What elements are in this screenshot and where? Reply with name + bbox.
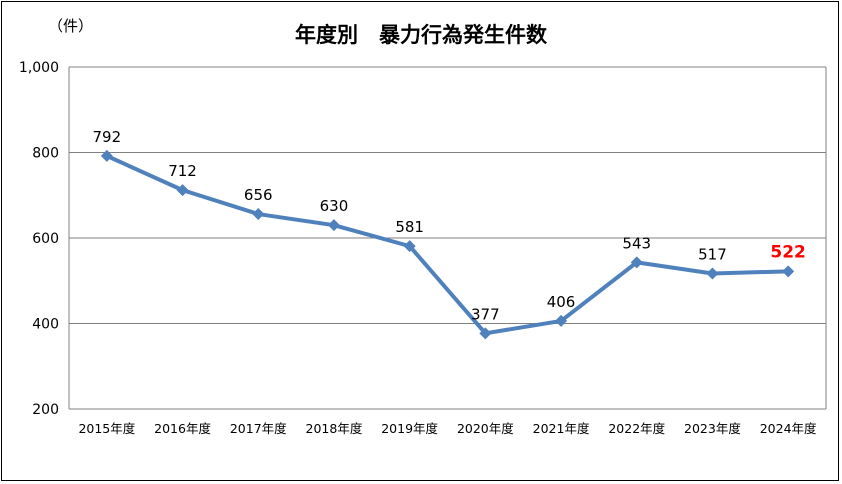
data-label: 522	[770, 242, 806, 262]
x-tick-label: 2019年度	[381, 421, 438, 436]
x-tick-label: 2017年度	[230, 421, 287, 436]
data-label: 581	[395, 218, 424, 236]
grid-lines	[68, 66, 827, 410]
x-tick-label: 2020年度	[457, 421, 514, 436]
series-line-path	[106, 154, 789, 336]
x-tick-label: 2024年度	[760, 421, 817, 436]
data-label: 630	[320, 197, 349, 215]
data-point-marker	[176, 184, 189, 197]
data-label: 543	[622, 234, 651, 252]
y-axis-tick-labels: 200 400 600 800 1,000	[19, 60, 59, 418]
x-axis-tick-labels: 2015年度 2016年度 2017年度 2018年度 2019年度 2020年度 2021…	[78, 421, 817, 436]
data-point-marker	[100, 149, 113, 162]
series-markers	[100, 149, 795, 340]
y-tick-label: 400	[32, 317, 59, 333]
y-tick-label: 600	[32, 231, 59, 247]
x-tick-label: 2015年度	[78, 421, 135, 436]
data-labels: 792 712 656 630 581 377 406 543 517 522	[93, 128, 806, 323]
data-point-marker	[252, 208, 265, 221]
chart-title: 年度別 暴力行為発生件数	[295, 23, 548, 47]
data-point-marker	[327, 219, 340, 232]
data-label: 406	[547, 293, 576, 311]
data-point-marker	[479, 327, 492, 340]
y-tick-label: 1,000	[19, 60, 59, 76]
data-label: 517	[698, 245, 727, 263]
x-tick-label: 2018年度	[306, 421, 363, 436]
x-tick-label: 2022年度	[608, 421, 665, 436]
series-line	[106, 154, 789, 336]
y-tick-label: 800	[32, 146, 59, 162]
x-tick-label: 2021年度	[533, 421, 590, 436]
data-point-marker	[630, 256, 643, 269]
data-point-marker	[403, 240, 416, 253]
unit-label: （件）	[48, 17, 93, 35]
data-label: 792	[93, 128, 122, 146]
data-point-marker	[555, 314, 568, 327]
data-label: 377	[471, 305, 500, 323]
data-point-marker	[782, 265, 795, 278]
data-label: 712	[168, 162, 197, 180]
data-point-marker	[706, 267, 719, 280]
data-label: 656	[244, 186, 273, 204]
x-tick-label: 2016年度	[154, 421, 211, 436]
y-tick-label: 200	[32, 402, 59, 418]
x-tick-label: 2023年度	[684, 421, 741, 436]
